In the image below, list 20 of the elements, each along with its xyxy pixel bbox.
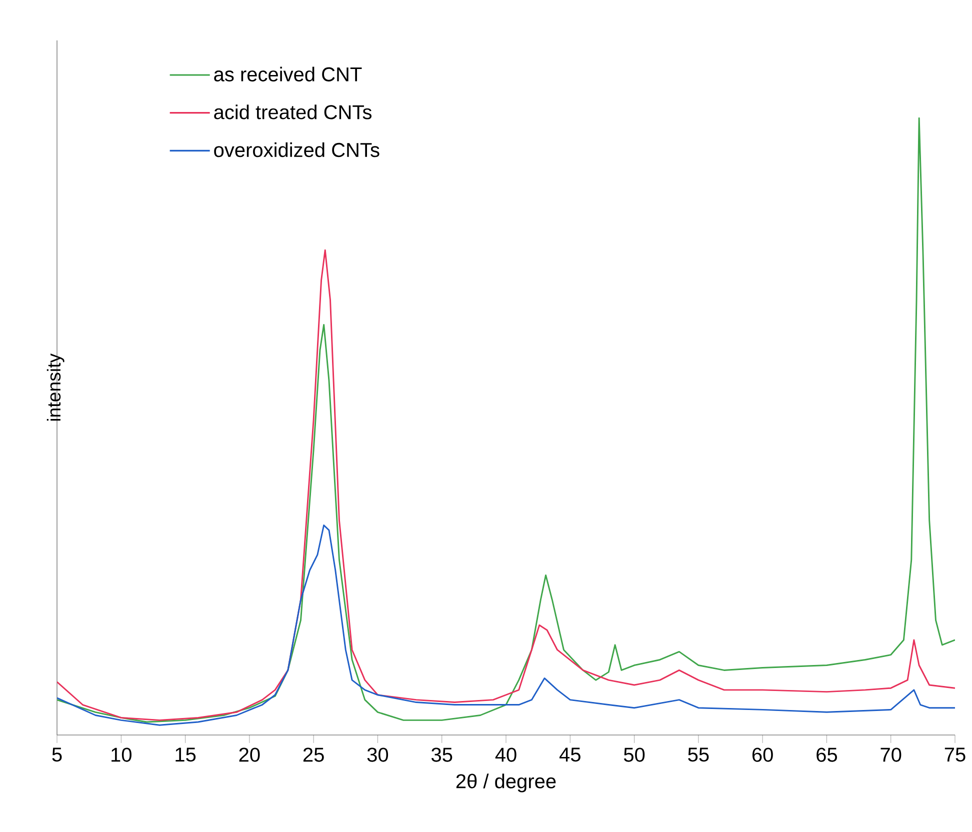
x-tick-label: 65	[816, 748, 837, 762]
x-tick-label: 5	[52, 748, 62, 762]
x-tick-label: 50	[624, 748, 645, 762]
legend-label: as received CNT	[214, 66, 362, 82]
x-tick-label: 40	[495, 748, 516, 762]
x-tick-label: 45	[559, 748, 580, 762]
x-tick-label: 15	[176, 748, 196, 762]
x-tick-label: 35	[431, 748, 452, 762]
x-tick-label: 20	[239, 748, 260, 762]
x-tick-label: 30	[367, 748, 388, 762]
legend-label: acid treated CNTs	[214, 104, 372, 120]
x-tick-label: 60	[752, 748, 773, 762]
y-axis-title: intensity	[46, 353, 64, 421]
x-axis-title: 2θ / degree	[456, 774, 556, 792]
x-tick-label: 55	[688, 748, 709, 762]
x-tick-label: 10	[112, 748, 132, 762]
legend-label: overoxidized CNTs	[214, 142, 380, 158]
x-tick-label: 70	[880, 748, 902, 762]
x-tick-label: 75	[944, 748, 966, 762]
x-tick-label: 25	[303, 748, 324, 762]
